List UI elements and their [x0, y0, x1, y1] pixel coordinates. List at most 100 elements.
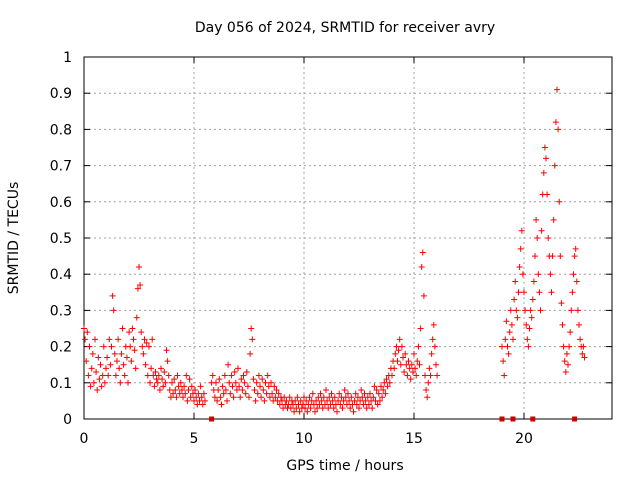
data-point [413, 372, 420, 379]
data-point [159, 376, 166, 383]
data-point [500, 358, 507, 365]
data-point [215, 387, 222, 394]
data-point [400, 354, 406, 361]
data-point [238, 376, 245, 383]
data-point [414, 358, 421, 365]
y-tick-label: 0.2 [50, 340, 72, 356]
data-point [218, 401, 225, 408]
data-point [571, 253, 578, 260]
data-point [128, 358, 135, 365]
data-point [565, 361, 571, 368]
data-point [161, 368, 168, 375]
data-point [353, 401, 360, 408]
data-point [538, 227, 545, 234]
data-point [138, 329, 145, 336]
data-point [192, 387, 199, 394]
data-point [137, 282, 144, 289]
data-point [310, 401, 317, 408]
data-point [100, 343, 107, 350]
data-point [237, 394, 244, 401]
data-point [264, 372, 271, 379]
data-point [142, 361, 149, 368]
data-point [319, 405, 326, 412]
data-point [260, 387, 267, 394]
grid-lines [84, 57, 612, 419]
data-point [502, 336, 509, 343]
data-point [324, 397, 331, 404]
data-point [381, 379, 388, 386]
flag-marker [572, 416, 578, 422]
data-point [417, 325, 424, 332]
data-point [426, 365, 433, 372]
data-point [217, 394, 224, 401]
data-point [246, 394, 252, 401]
data-point [327, 401, 334, 408]
data-point [235, 365, 241, 372]
data-point [412, 365, 419, 372]
data-point [230, 394, 237, 401]
data-point [160, 383, 167, 390]
data-point [131, 347, 138, 354]
data-point [559, 321, 566, 328]
data-point [296, 408, 303, 415]
data-point [112, 372, 119, 379]
data-point [228, 372, 235, 379]
data-point [526, 325, 533, 332]
x-axis-label: GPS time / hours [286, 458, 403, 474]
data-point [383, 376, 390, 383]
data-point [404, 372, 411, 379]
data-point [411, 350, 417, 357]
data-point [149, 336, 156, 343]
data-point [107, 361, 114, 368]
data-point [116, 365, 123, 372]
data-point [529, 296, 536, 303]
data-point [169, 379, 175, 386]
data-point [555, 126, 562, 133]
data-point [384, 383, 391, 390]
data-point [550, 216, 557, 223]
data-point [194, 401, 201, 408]
data-point [271, 383, 278, 390]
data-point [370, 394, 377, 401]
data-point [425, 379, 432, 386]
data-point [393, 343, 400, 350]
data-point [314, 405, 321, 412]
data-point [87, 383, 94, 390]
data-point [129, 325, 136, 332]
data-point [82, 336, 89, 343]
data-point [259, 376, 266, 383]
data-point [511, 296, 518, 303]
y-tick-label: 0 [63, 412, 72, 428]
x-tick-label: 10 [295, 431, 313, 447]
data-point [380, 387, 387, 394]
data-point [292, 397, 299, 404]
data-point [165, 372, 172, 379]
data-point [424, 394, 431, 401]
data-point [574, 307, 581, 314]
data-point [251, 387, 258, 394]
data-point [247, 350, 254, 357]
data-point [156, 387, 163, 394]
y-tick-label: 0.7 [50, 159, 72, 175]
data-point [427, 372, 434, 379]
data-point [99, 372, 106, 379]
data-point [378, 383, 384, 390]
data-point [185, 387, 192, 394]
flag-marker [530, 416, 536, 422]
data-point [155, 372, 162, 379]
data-point [340, 397, 347, 404]
data-point [323, 387, 329, 394]
data-point [248, 325, 255, 332]
data-point [576, 321, 582, 328]
data-point [266, 394, 273, 401]
data-point [127, 343, 134, 350]
data-point [121, 372, 128, 379]
data-point [422, 372, 428, 379]
data-point [211, 394, 218, 401]
data-point [499, 343, 505, 350]
data-point [419, 249, 426, 256]
data-point [233, 387, 240, 394]
data-point [133, 314, 140, 321]
data-point [580, 343, 587, 350]
data-point [105, 372, 112, 379]
